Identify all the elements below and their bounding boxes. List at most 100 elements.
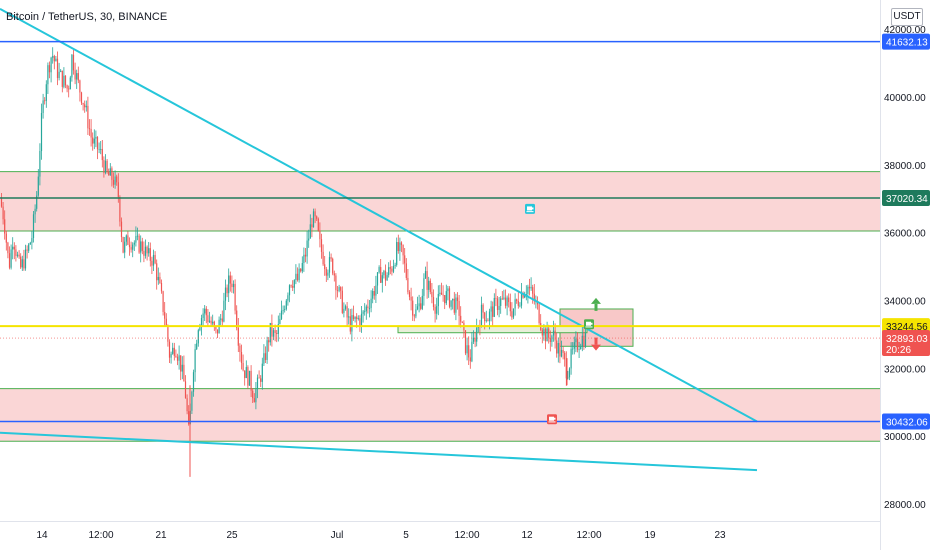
- candle-body: [501, 298, 503, 300]
- candle-body: [495, 297, 497, 299]
- candle-body: [434, 306, 436, 314]
- candle-body: [440, 292, 443, 295]
- candle-body: [524, 294, 526, 298]
- candle-body: [402, 244, 404, 256]
- candle-body: [431, 291, 433, 298]
- candle-body: [460, 315, 462, 322]
- chart-title: Bitcoin / TetherUS, 30, BINANCE: [6, 11, 168, 23]
- candle-body: [514, 299, 516, 309]
- candle-body: [192, 372, 195, 392]
- candle-body: [426, 271, 428, 290]
- candle-body: [280, 310, 283, 319]
- candle-body: [221, 318, 223, 322]
- candle-body: [341, 290, 343, 313]
- candle-body: [100, 148, 102, 150]
- candle-body: [98, 149, 100, 150]
- candle-body: [151, 260, 153, 266]
- cup-icon-base: [548, 421, 556, 423]
- x-tick-label: 5: [403, 530, 409, 541]
- candle-body: [527, 286, 529, 294]
- candle-body: [140, 241, 142, 253]
- candle-body: [186, 398, 188, 412]
- candle-body: [381, 275, 383, 283]
- candle-body: [500, 298, 502, 306]
- candle-body: [141, 241, 143, 251]
- candle-body: [349, 316, 351, 332]
- candle-body: [538, 304, 540, 324]
- candle-body: [468, 345, 470, 358]
- candle-body: [82, 103, 84, 105]
- candle-body: [498, 305, 500, 310]
- candle-body: [253, 398, 255, 403]
- zone-0: [0, 171, 880, 231]
- candle-body: [199, 327, 201, 331]
- candle-body: [359, 318, 361, 326]
- candle-body: [432, 297, 435, 307]
- candle-body: [546, 328, 548, 342]
- candle-body: [447, 288, 449, 292]
- candle-body: [360, 313, 363, 326]
- candle-body: [506, 297, 508, 306]
- candle-body: [114, 176, 116, 185]
- candle-body: [356, 316, 358, 319]
- candle-body: [261, 363, 263, 382]
- candle-body: [295, 273, 297, 280]
- candle-body: [493, 297, 495, 317]
- candle-body: [503, 297, 505, 299]
- candle-body: [207, 315, 209, 322]
- zone-1: [0, 388, 880, 442]
- candle-body: [389, 267, 391, 269]
- candle-body: [84, 104, 86, 108]
- candle-body: [533, 293, 535, 302]
- candle-body: [32, 214, 35, 239]
- arrow-down-icon: [591, 337, 601, 351]
- candle-body: [482, 304, 484, 313]
- candle-body: [528, 286, 531, 289]
- candle-body: [149, 248, 151, 261]
- candle-body: [71, 54, 73, 78]
- x-tick-label: 12:00: [88, 530, 113, 541]
- candle-body: [157, 276, 159, 281]
- candle-body: [511, 311, 513, 318]
- candle-body: [111, 168, 113, 180]
- candle-body: [40, 113, 43, 152]
- candle-body: [154, 254, 156, 264]
- y-tick-label: 30000.00: [884, 432, 926, 443]
- candle-body: [373, 290, 375, 296]
- candle-body: [464, 330, 467, 354]
- candle-body: [544, 329, 547, 342]
- candle-body: [47, 65, 49, 85]
- candle-body: [135, 236, 137, 243]
- candle-body: [487, 320, 489, 322]
- candle-body: [575, 338, 577, 343]
- candle-body: [444, 295, 446, 304]
- candle-body: [370, 298, 372, 308]
- candle-body: [296, 273, 299, 281]
- candle-body: [466, 345, 468, 354]
- candle-body: [258, 377, 260, 379]
- candle-body: [476, 327, 478, 342]
- candle-body: [13, 246, 15, 250]
- currency-button[interactable]: USDT: [891, 8, 923, 26]
- candle-body: [228, 275, 230, 294]
- candle-body: [298, 268, 300, 281]
- candle-body: [229, 275, 231, 284]
- candle-body: [255, 389, 257, 403]
- x-tick-label: 12:00: [576, 530, 601, 541]
- candle-body: [133, 242, 135, 245]
- candle-body: [213, 321, 215, 327]
- candle-body: [92, 137, 94, 144]
- candle-body: [525, 293, 527, 295]
- candle-body: [410, 296, 412, 301]
- candle-body: [101, 148, 103, 161]
- candle-body: [2, 206, 4, 220]
- candle-body: [143, 250, 145, 256]
- candle-body: [45, 84, 47, 101]
- candle-body: [568, 368, 571, 378]
- cup-icon-handle: [591, 322, 593, 325]
- candle-body: [396, 242, 398, 265]
- candle-body: [583, 335, 585, 347]
- cup-icon-body: [586, 321, 591, 326]
